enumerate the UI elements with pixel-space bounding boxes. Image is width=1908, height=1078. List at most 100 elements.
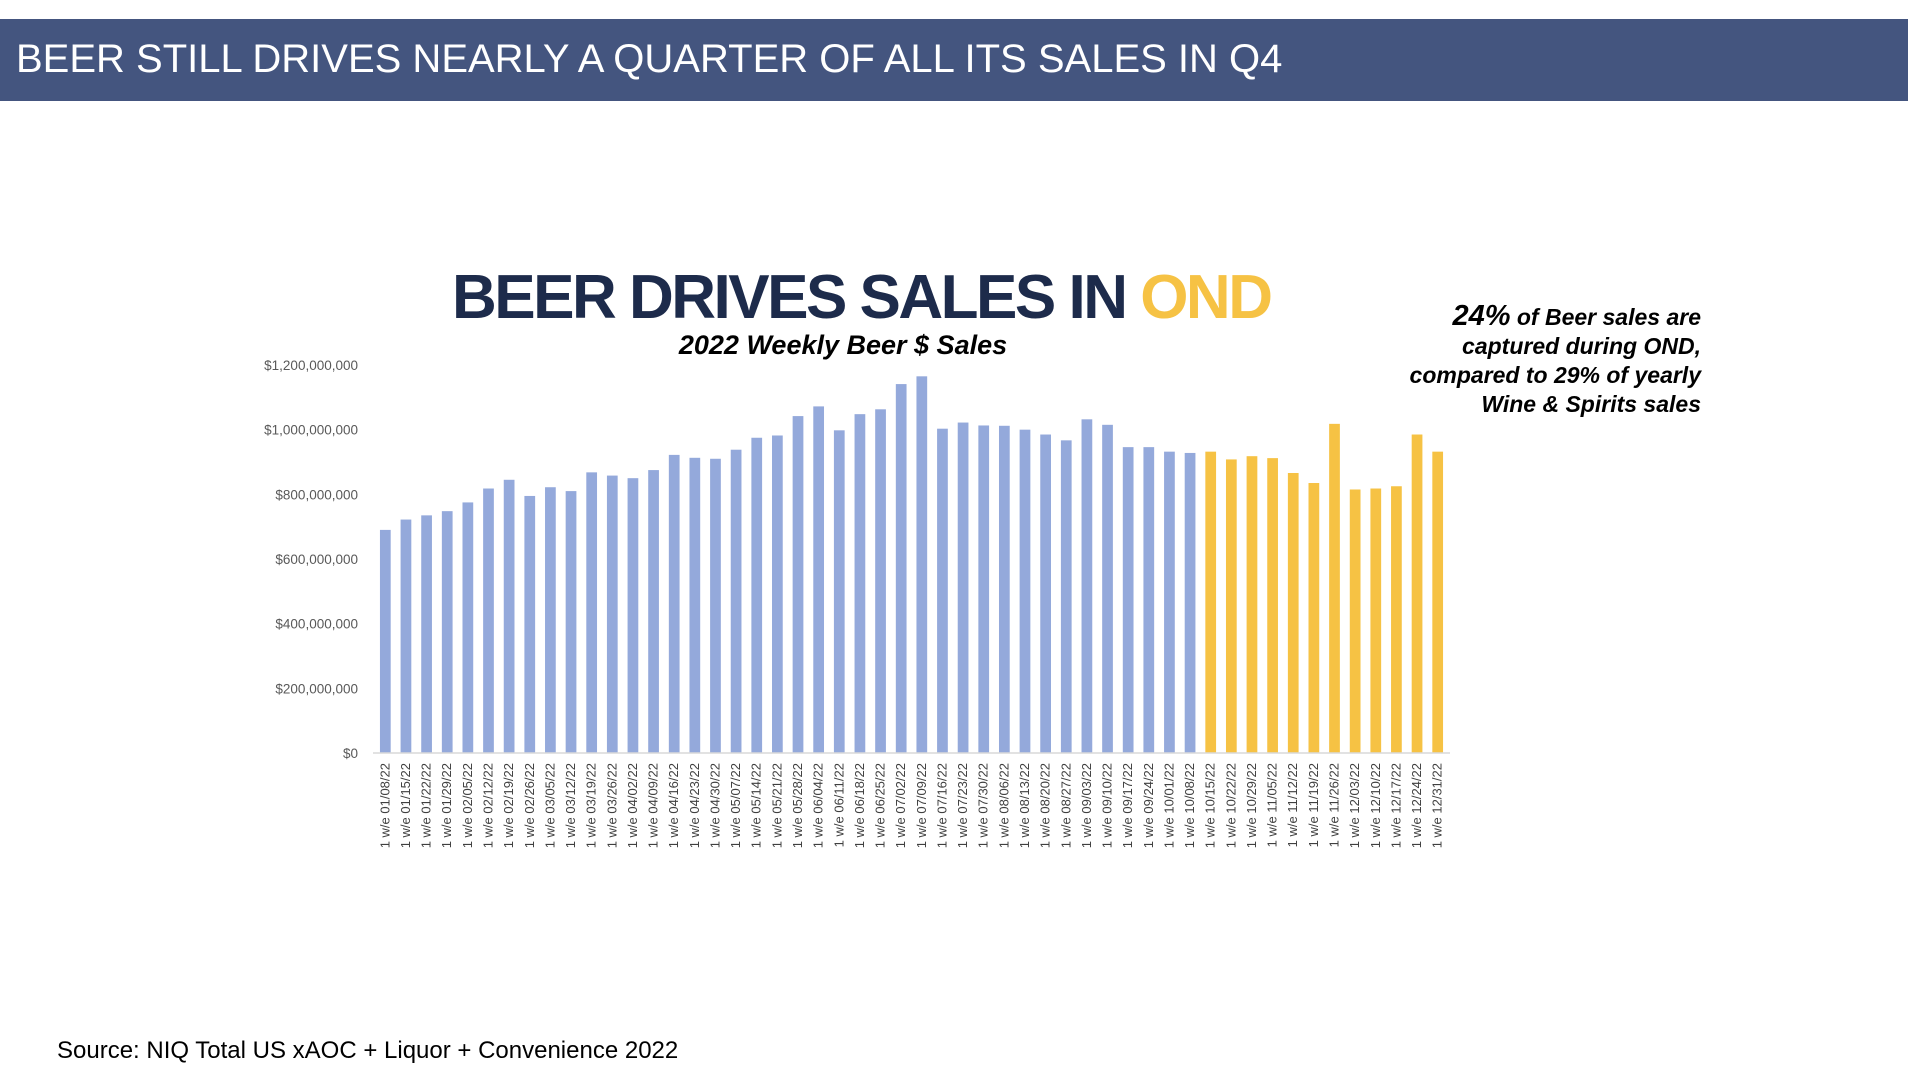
callout-line-4: Wine & Spirits sales — [1481, 391, 1701, 417]
x-tick-label: 1 w/e 09/17/22 — [1120, 763, 1135, 848]
bar — [379, 529, 391, 753]
bar-series — [379, 376, 1444, 753]
bar — [854, 414, 866, 753]
bar — [606, 475, 618, 753]
bar-ond — [1225, 459, 1237, 753]
x-tick-label: 1 w/e 05/28/22 — [790, 763, 805, 848]
x-tick-label: 1 w/e 04/02/22 — [625, 763, 640, 848]
x-tick-label: 1 w/e 12/24/22 — [1409, 763, 1424, 848]
x-tick-label: 1 w/e 12/31/22 — [1430, 763, 1445, 848]
callout-line-1-rest: of Beer sales are — [1510, 304, 1701, 330]
x-tick-label: 1 w/e 03/05/22 — [542, 763, 557, 848]
x-tick-label: 1 w/e 04/23/22 — [687, 763, 702, 848]
bar — [586, 472, 598, 753]
x-tick-label: 1 w/e 04/30/22 — [707, 763, 722, 848]
bar-ond — [1349, 489, 1361, 753]
bar-ond — [1287, 472, 1299, 753]
bar — [730, 449, 742, 753]
bar-ond — [1411, 434, 1423, 753]
bar — [524, 495, 536, 753]
y-tick-label: $400,000,000 — [275, 617, 358, 632]
bar-ond — [1370, 488, 1382, 753]
x-tick-label: 1 w/e 10/15/22 — [1203, 763, 1218, 848]
bar — [895, 384, 907, 753]
x-tick-label: 1 w/e 07/09/22 — [914, 763, 929, 848]
bar — [1040, 434, 1051, 753]
x-tick-label: 1 w/e 06/04/22 — [811, 763, 826, 848]
source-note: Source: NIQ Total US xAOC + Liquor + Con… — [57, 1037, 679, 1064]
x-tick-label: 1 w/e 03/26/22 — [604, 763, 619, 848]
y-tick-label: $1,200,000,000 — [264, 358, 358, 373]
bar — [689, 457, 701, 753]
x-tick-label: 1 w/e 12/10/22 — [1368, 763, 1383, 848]
bar-ond — [1391, 486, 1402, 753]
bar — [1143, 447, 1155, 753]
y-tick-label: $0 — [343, 746, 358, 761]
title-bar: BEER STILL DRIVES NEARLY A QUARTER OF AL… — [0, 19, 1908, 101]
bar — [627, 478, 639, 753]
x-tick-label: 1 w/e 12/17/22 — [1388, 763, 1403, 848]
x-tick-label: 1 w/e 07/16/22 — [934, 763, 949, 848]
bar — [483, 488, 494, 753]
callout-note: 24% of Beer sales are captured during ON… — [1361, 302, 1701, 419]
x-tick-label: 1 w/e 01/15/22 — [398, 763, 413, 848]
x-tick-label: 1 w/e 07/23/22 — [955, 763, 970, 848]
x-tick-label: 1 w/e 05/07/22 — [728, 763, 743, 848]
x-tick-label: 1 w/e 11/19/22 — [1306, 763, 1321, 847]
x-tick-label: 1 w/e 05/21/22 — [769, 763, 784, 848]
y-tick-label: $200,000,000 — [275, 681, 358, 696]
bar — [916, 376, 928, 753]
headline-main: BEER DRIVES SALES IN — [452, 263, 1141, 332]
x-tick-label: 1 w/e 08/06/22 — [996, 763, 1011, 848]
bar — [1122, 447, 1134, 753]
y-axis: $0 $200,000,000 $400,000,000 $600,000,000 $8… — [264, 358, 358, 761]
x-axis-tick-labels: 1 w/e 01/08/22 1 w/e 01/15/22 1 w/e 01/22/… — [377, 763, 1444, 848]
x-tick-label: 1 w/e 11/05/22 — [1265, 763, 1280, 847]
y-tick-label: $800,000,000 — [275, 487, 358, 502]
bar — [957, 422, 969, 753]
x-tick-label: 1 w/e 11/12/22 — [1285, 763, 1300, 847]
x-tick-label: 1 w/e 07/30/22 — [976, 763, 991, 848]
x-tick-label: 1 w/e 11/26/22 — [1327, 763, 1342, 847]
x-tick-label: 1 w/e 06/25/22 — [873, 763, 888, 848]
bar — [875, 409, 886, 753]
bar — [813, 406, 825, 753]
x-tick-label: 1 w/e 10/01/22 — [1161, 763, 1176, 848]
x-tick-label: 1 w/e 02/26/22 — [522, 763, 537, 848]
x-tick-label: 1 w/e 08/13/22 — [1017, 763, 1032, 848]
bar — [565, 491, 577, 753]
bar — [668, 454, 680, 753]
bar — [978, 425, 990, 753]
x-tick-label: 1 w/e 04/16/22 — [666, 763, 681, 848]
x-tick-label: 1 w/e 07/02/22 — [893, 763, 908, 848]
x-tick-label: 1 w/e 01/08/22 — [377, 763, 392, 848]
x-tick-label: 1 w/e 08/27/22 — [1058, 763, 1073, 848]
callout-line-2: captured during OND, — [1462, 333, 1701, 359]
bar — [1184, 452, 1196, 753]
x-tick-label: 1 w/e 03/12/22 — [563, 763, 578, 848]
bar-ond — [1267, 458, 1278, 753]
bar — [751, 437, 763, 753]
headline-accent: OND — [1140, 263, 1273, 332]
x-tick-label: 1 w/e 03/19/22 — [584, 763, 599, 848]
bar — [648, 470, 659, 753]
bar — [937, 428, 948, 753]
y-tick-label: $600,000,000 — [275, 552, 358, 567]
bar — [1102, 424, 1113, 753]
x-tick-label: 1 w/e 02/12/22 — [480, 763, 495, 848]
bar — [462, 502, 474, 753]
bar-ond — [1329, 423, 1340, 753]
bar — [545, 487, 556, 753]
y-tick-label: $1,000,000,000 — [264, 423, 358, 438]
bar — [772, 435, 783, 753]
bar — [1060, 440, 1072, 753]
bar — [503, 479, 515, 753]
bar — [400, 519, 412, 753]
callout-line-3: compared to 29% of yearly — [1409, 362, 1701, 388]
bar-ond — [1205, 451, 1217, 753]
page-title: BEER STILL DRIVES NEARLY A QUARTER OF AL… — [16, 37, 1283, 81]
x-tick-label: 1 w/e 10/22/22 — [1223, 763, 1238, 848]
bar-ond — [1246, 456, 1258, 753]
x-tick-label: 1 w/e 02/19/22 — [501, 763, 516, 848]
x-tick-label: 1 w/e 12/03/22 — [1347, 763, 1362, 848]
